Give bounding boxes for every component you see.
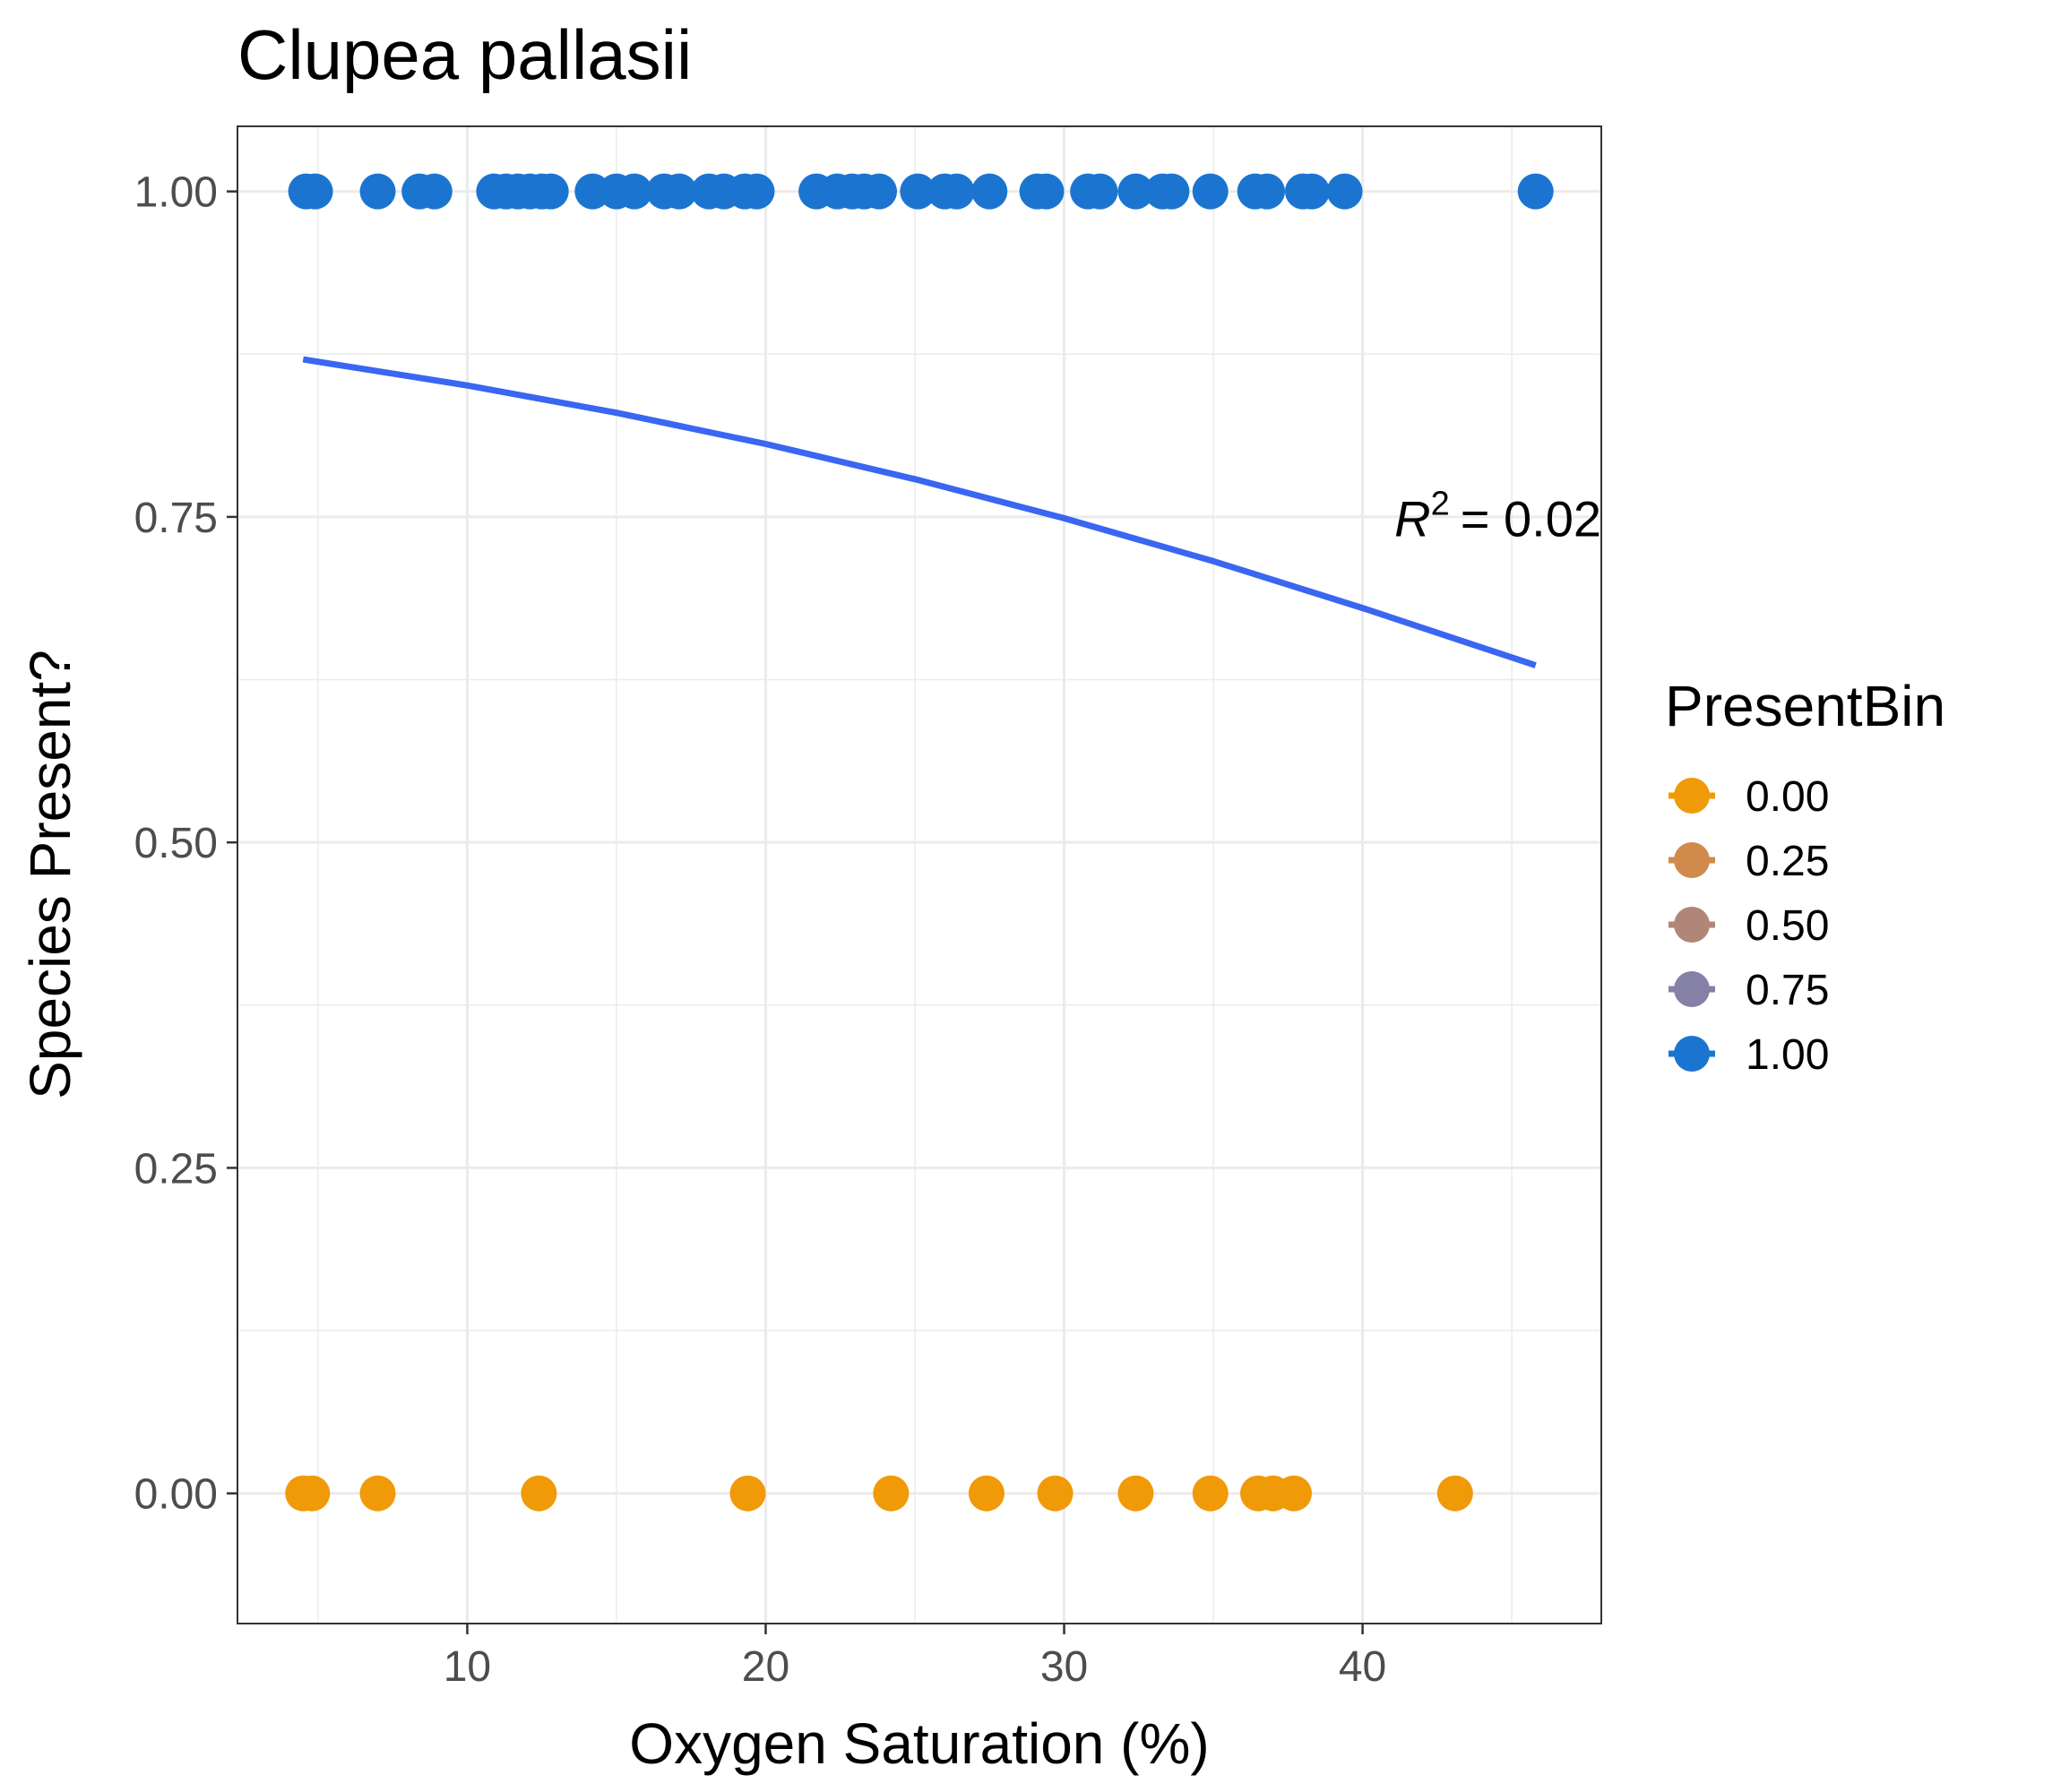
r-exponent: 2 [1431,486,1450,523]
minor-gridlines [237,126,1601,1624]
data-point [294,1475,331,1512]
legend-items: 0.00 0.25 0.50 0.75 1.00 [1669,773,1829,1079]
x-axis-title: Oxygen Saturation (%) [629,1711,1209,1776]
data-point [1436,1475,1473,1512]
y-tick-label: 0.00 [134,1471,218,1519]
data-point [968,1475,1005,1512]
data-point [1275,1475,1312,1512]
legend-title: PresentBin [1665,674,1945,738]
r-symbol: R [1394,491,1430,547]
data-point [660,173,697,210]
legend: PresentBin 0.00 0.25 0.50 0.75 1.00 [1665,674,1945,1079]
y-tick-label: 0.25 [134,1145,218,1193]
panel-background [237,126,1601,1624]
data-point [1117,1475,1154,1512]
data-point [359,173,396,210]
y-tick-label: 1.00 [134,169,218,217]
data-point [1192,173,1229,210]
legend-label: 1.00 [1746,1031,1829,1079]
legend-label: 0.25 [1746,838,1829,885]
y-axis-title: Species Present? [18,650,82,1099]
data-points [285,173,1554,1512]
data-point [532,173,569,210]
panel-border [237,125,1602,1624]
legend-key-point [1674,971,1710,1007]
legend-key-point [1674,778,1710,814]
data-point [861,173,898,210]
data-point [900,173,936,210]
data-point [1326,173,1363,210]
data-point [1153,173,1190,210]
data-point [873,1475,910,1512]
x-tick-label: 20 [742,1643,789,1691]
data-point [297,173,333,210]
data-point [359,1475,396,1512]
x-tick-label: 40 [1339,1643,1386,1691]
data-point [1037,1475,1074,1512]
legend-label: 0.75 [1746,967,1829,1014]
data-point [1517,173,1554,210]
legend-key-point [1674,1036,1710,1072]
data-point [738,173,775,210]
x-axis: 10 20 30 40 [444,1624,1386,1691]
major-gridlines [237,126,1601,1624]
data-point [1293,173,1330,210]
data-point [1192,1475,1229,1512]
data-point [729,1475,766,1512]
y-axis: 0.00 0.25 0.50 0.75 1.00 [134,169,237,1519]
data-point [971,173,1008,210]
plot-panel: R2 = 0.02 [237,125,1602,1624]
chart-title: Clupea pallasii [237,15,692,94]
fit-line [302,356,1537,668]
y-tick-label: 0.50 [134,820,218,867]
data-point [1117,173,1154,210]
data-point [938,173,975,210]
legend-label: 0.00 [1746,773,1829,821]
x-tick-label: 30 [1040,1643,1088,1691]
data-point [616,173,652,210]
r-squared-annotation: R2 = 0.02 [1394,486,1601,547]
y-tick-label: 0.75 [134,495,218,542]
r-equals: = 0.02 [1461,491,1601,547]
data-point [416,173,453,210]
legend-key-point [1674,907,1710,943]
x-tick-label: 10 [444,1643,491,1691]
data-point [1248,173,1285,210]
data-point [521,1475,557,1512]
data-point [1082,173,1118,210]
legend-label: 0.50 [1746,902,1829,950]
legend-key-point [1674,842,1710,878]
data-point [1028,173,1065,210]
